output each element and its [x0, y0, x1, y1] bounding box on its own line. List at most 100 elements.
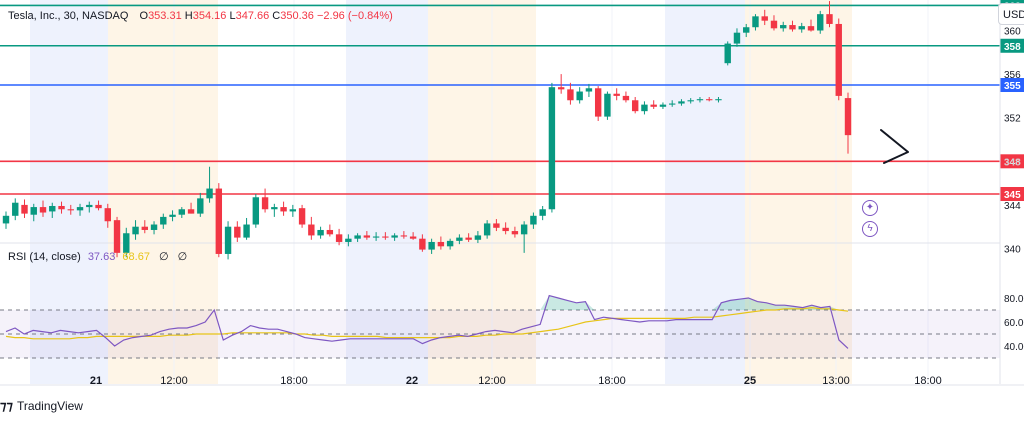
- low-value: 347.66: [235, 10, 270, 22]
- candle-body: [493, 223, 500, 228]
- candle-body: [271, 207, 278, 210]
- candle-body: [335, 234, 343, 242]
- candle-body: [391, 235, 398, 238]
- time-tick-18:00: 18:00: [280, 375, 308, 387]
- candle-body: [428, 241, 435, 250]
- candle-body: [215, 188, 223, 254]
- candle-body: [104, 208, 111, 222]
- rsi-tick-60.00: 60.00: [1004, 318, 1024, 329]
- session-band: [108, 0, 218, 384]
- candle-body: [789, 25, 796, 30]
- candle-body: [187, 209, 195, 214]
- candle-body: [733, 32, 741, 44]
- rsi-legend: RSI (14, close) 37.63 68.67 ∅ ∅: [8, 250, 187, 263]
- candle-body: [613, 93, 620, 96]
- candle-body: [780, 25, 787, 29]
- symbol-legend: Tesla, Inc., 30, NASDAQ O353.31 H354.16 …: [8, 10, 393, 22]
- candle-body: [743, 27, 750, 33]
- currency-button[interactable]: USD: [998, 3, 1024, 25]
- tradingview-logo-icon[interactable]: ⁊⁊: [0, 398, 13, 413]
- candle-body: [113, 220, 121, 253]
- sparkle-icon[interactable]: ✦: [862, 200, 878, 216]
- rsi-ma-value: 68.67: [122, 251, 150, 263]
- candle-body: [409, 236, 417, 239]
- candle-body: [49, 205, 56, 212]
- candle-body: [243, 224, 250, 238]
- candle-body: [687, 100, 694, 102]
- level-tag-355: [1000, 78, 1024, 92]
- close-label: C: [272, 10, 281, 22]
- candle-body: [752, 16, 759, 28]
- candle-body: [502, 227, 509, 232]
- time-tick-18:00: 18:00: [598, 375, 626, 387]
- time-tick-18:00: 18:00: [914, 375, 942, 387]
- candle-body: [30, 207, 37, 215]
- candle-body: [363, 235, 371, 238]
- level-tag-358: [1000, 38, 1024, 53]
- candle-body: [483, 223, 491, 236]
- candle-body: [511, 231, 519, 235]
- candle-body: [576, 91, 583, 101]
- level-tag-text-358: 358: [1004, 42, 1021, 53]
- candle-body: [261, 197, 269, 210]
- candle-body: [280, 207, 287, 212]
- candle-body: [696, 99, 704, 101]
- candle-body: [382, 236, 389, 238]
- candle-body: [659, 104, 667, 107]
- candle-body: [345, 238, 352, 242]
- arrow-drawing: [880, 129, 909, 164]
- level-tag-text-348: 348: [1004, 157, 1021, 168]
- candle-body: [197, 198, 204, 214]
- rsi-tick-40.00: 40.00: [1004, 342, 1024, 353]
- candle-body: [817, 14, 824, 31]
- candle-body: [594, 88, 602, 117]
- candle-body: [169, 214, 176, 217]
- candle-body: [641, 104, 648, 112]
- brand-label[interactable]: TradingView: [16, 399, 83, 413]
- close-value: 350.36: [280, 10, 314, 22]
- lightning-icon[interactable]: ϟ: [862, 221, 878, 237]
- candle-body: [520, 224, 528, 235]
- candle-body: [160, 216, 167, 225]
- candle-body: [234, 226, 241, 238]
- candle-body: [465, 237, 472, 240]
- candle-body: [826, 14, 833, 24]
- candle-body: [715, 99, 722, 101]
- price-tick-344: 344: [1004, 201, 1021, 212]
- rsi-name: RSI (14, close): [8, 251, 81, 263]
- candle-body: [298, 208, 306, 225]
- candle-body: [67, 209, 74, 211]
- candle-body: [141, 226, 148, 230]
- price-tick-352: 352: [1004, 114, 1021, 125]
- candle-body: [95, 204, 102, 209]
- footer: ⁊⁊ TradingView: [0, 398, 83, 414]
- rsi-overbought-fill: [540, 295, 595, 310]
- candle-body: [21, 204, 28, 214]
- change-value: −2.96 (−0.84%): [316, 10, 393, 22]
- candle-body: [178, 209, 186, 215]
- low-label: L: [229, 10, 236, 22]
- candle-body: [419, 238, 426, 250]
- price-tick-340: 340: [1004, 245, 1021, 256]
- level-tag-348: [1000, 154, 1024, 169]
- candle-body: [650, 104, 657, 107]
- candle-body: [308, 224, 315, 236]
- rsi-empty-1: ∅: [159, 251, 169, 263]
- time-tick-21: 21: [90, 375, 102, 387]
- rsi-value: 37.63: [87, 251, 116, 263]
- candle-body: [557, 87, 565, 90]
- candle-body: [807, 26, 815, 31]
- high-value: 354.16: [192, 10, 227, 22]
- candle-body: [289, 209, 297, 212]
- candle-body: [548, 87, 556, 210]
- open-label: O: [139, 10, 149, 22]
- candle-body: [326, 229, 334, 235]
- candle-body: [706, 99, 713, 101]
- candle-body: [123, 233, 130, 253]
- candle-body: [86, 204, 93, 208]
- time-tick-12:00: 12:00: [160, 375, 188, 387]
- candle-body: [798, 26, 805, 30]
- candle-body: [585, 88, 593, 92]
- open-value: 353.31: [148, 10, 182, 22]
